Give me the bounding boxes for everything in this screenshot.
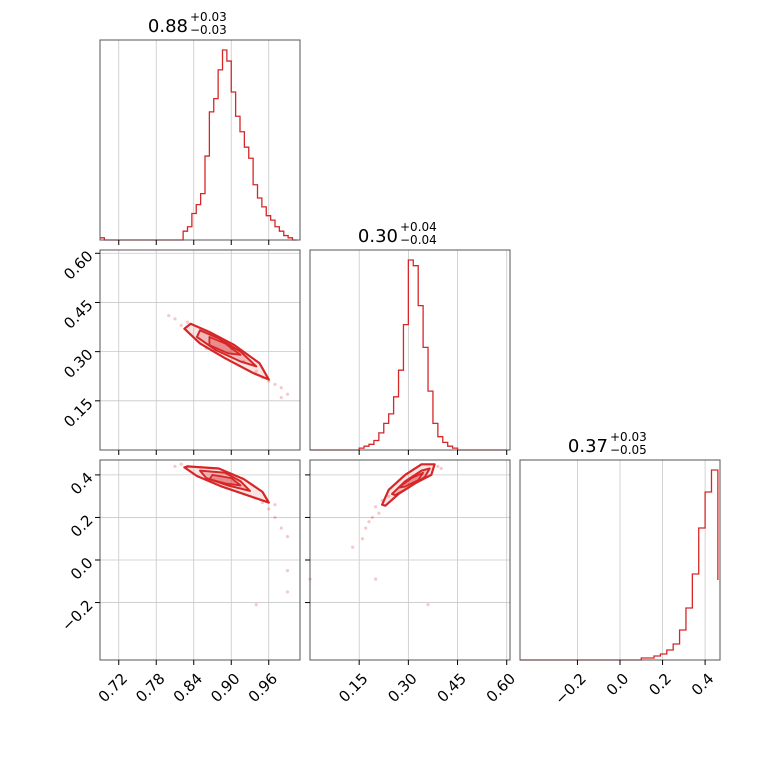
- contour-level-2: [391, 467, 431, 497]
- title-minus: −0.03: [190, 23, 227, 37]
- scatter-point: [373, 505, 378, 509]
- contour-level-3: [397, 471, 425, 489]
- scatter-point: [167, 313, 171, 318]
- tick-label-y: 0.0: [67, 554, 97, 584]
- histogram-param-0: [100, 49, 297, 241]
- scatter-point: [426, 603, 430, 607]
- tick-label-x: 0.72: [95, 670, 131, 706]
- scatter-point: [436, 464, 440, 468]
- contour-level-1: [183, 322, 270, 381]
- scatter-point: [179, 462, 183, 466]
- tick-label-x: 0.4: [688, 670, 718, 700]
- scatter-point: [285, 392, 290, 396]
- title-value: 0.30: [358, 226, 398, 247]
- scatter-point: [273, 382, 277, 387]
- contour-level-3: [208, 335, 242, 356]
- title-minus: −0.05: [610, 443, 647, 457]
- scatter-point: [285, 534, 290, 539]
- scatter-point: [373, 577, 378, 581]
- tick-label-x: 0.2: [645, 670, 675, 700]
- scatter-point: [377, 511, 381, 515]
- scatter-point: [267, 507, 271, 511]
- tick-label-y: 0.15: [60, 395, 96, 431]
- contour-level-3: [208, 473, 242, 487]
- grid-layer: [100, 40, 706, 660]
- scatter-point: [185, 320, 190, 324]
- tick-label-x: 0.84: [170, 670, 206, 706]
- title-param-1: 0.30 +0.04−0.04: [358, 220, 437, 247]
- tick-label-y: 0.2: [67, 511, 97, 541]
- title-param-2: 0.37 +0.03−0.05: [568, 430, 647, 457]
- histogram-param-2: [520, 469, 719, 661]
- tick-label-x: 0.78: [132, 670, 168, 706]
- tick-label-y: −0.2: [58, 596, 96, 634]
- scatter-point: [360, 537, 365, 541]
- scatter-point: [179, 323, 183, 328]
- scatter-point: [367, 520, 371, 524]
- scatter-point: [254, 603, 258, 607]
- panel-frame: [99, 249, 301, 451]
- panel-frame: [99, 39, 301, 241]
- axes-layer: [95, 39, 721, 665]
- tick-label-x: 0.96: [245, 670, 281, 706]
- scatter-point: [273, 515, 277, 520]
- scatter-point: [387, 494, 391, 498]
- tick-label-x: 0.0: [603, 670, 633, 700]
- title-minus: −0.04: [400, 233, 437, 247]
- tick-label-x: −0.2: [551, 670, 589, 708]
- title-plus: +0.04: [400, 220, 437, 234]
- data-layer: [100, 49, 719, 661]
- tick-label-x: 0.15: [335, 670, 371, 706]
- title-plus: +0.03: [190, 10, 227, 24]
- scatter-point: [267, 379, 271, 383]
- scatter-point: [273, 503, 277, 507]
- title-value: 0.37: [568, 436, 608, 457]
- scatter-point: [364, 526, 368, 530]
- scatter-point: [285, 569, 290, 573]
- scatter-point: [279, 386, 283, 390]
- title-value: 0.88: [148, 16, 188, 37]
- tick-label-x: 0.30: [384, 670, 420, 706]
- scatter-point: [370, 515, 374, 520]
- tick-label-y: 0.30: [60, 345, 96, 381]
- scatter-point: [254, 369, 258, 373]
- tick-label-x: 0.45: [434, 670, 470, 706]
- scatter-point: [173, 464, 177, 468]
- scatter-point: [279, 395, 283, 400]
- tick-label-y: 0.45: [60, 296, 96, 332]
- scatter-point: [173, 317, 177, 321]
- tick-label-x: 0.60: [483, 670, 519, 706]
- scatter-point: [351, 545, 355, 549]
- title-plus: +0.03: [610, 430, 647, 444]
- scatter-point: [285, 590, 290, 594]
- text-layer: 0.72 0.78 0.84 0.90 0.96 0.15 0.30 0.45 0.60 −0.2…: [58, 10, 717, 708]
- scatter-point: [279, 526, 283, 530]
- tick-label-y: 0.4: [67, 469, 97, 499]
- title-param-0: 0.88 +0.03−0.03: [148, 10, 227, 37]
- panel-frame: [309, 249, 511, 451]
- tick-label-x: 0.90: [207, 670, 243, 706]
- tick-label-y: 0.60: [60, 247, 96, 283]
- contour-level-2: [195, 329, 258, 368]
- scatter-point: [439, 466, 443, 471]
